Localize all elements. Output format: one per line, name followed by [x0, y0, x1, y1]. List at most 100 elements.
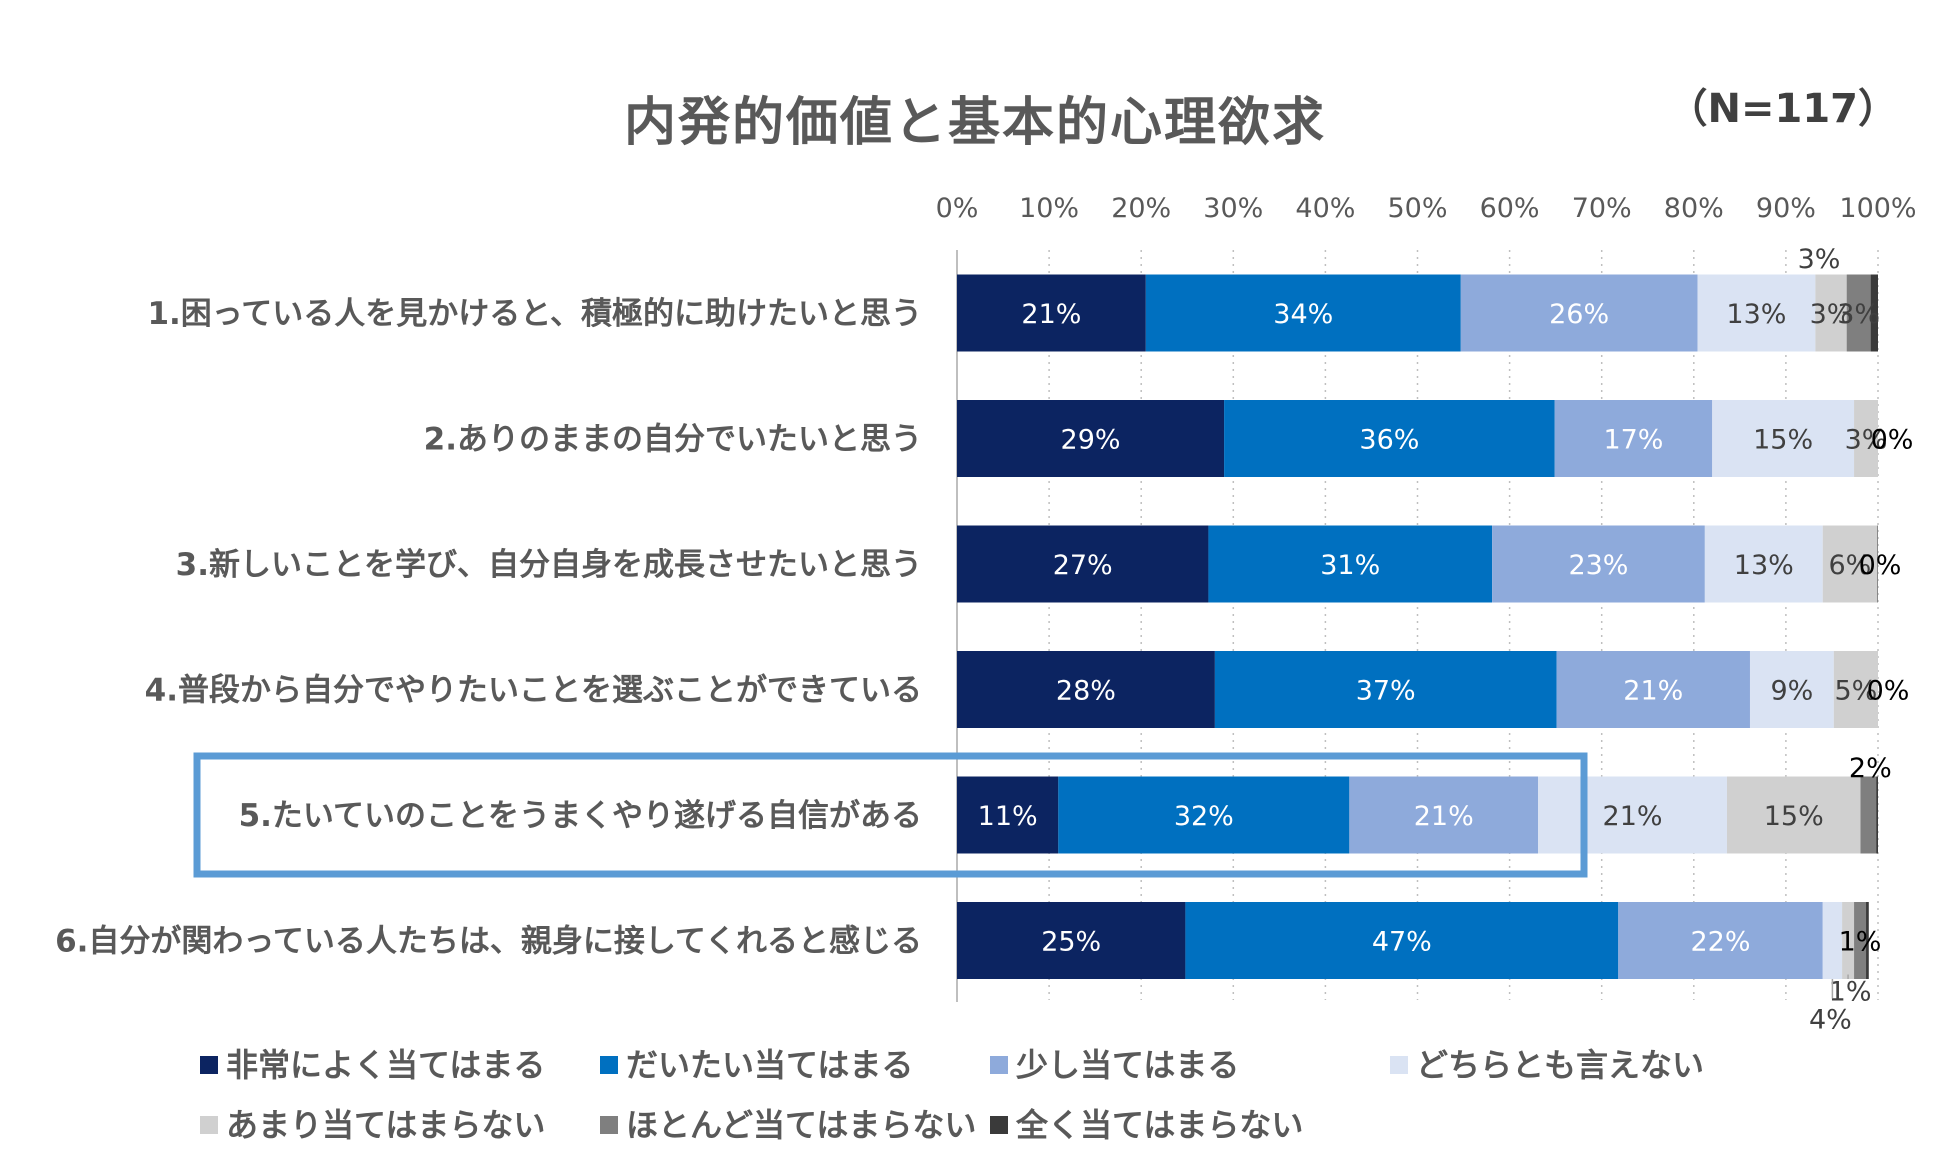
legend-label: だいたい当てはまる: [626, 1046, 914, 1084]
data-label: 22%: [1691, 927, 1751, 958]
legend-swatch: [200, 1056, 218, 1074]
bar-segment: [957, 902, 1186, 979]
bar-segment: [1846, 274, 1871, 352]
data-label: 23%: [1568, 550, 1628, 581]
bar-segment: [1554, 400, 1713, 477]
data-label: 2%: [1849, 753, 1892, 784]
x-tick-label: 50%: [1387, 193, 1447, 224]
data-label: 36%: [1359, 425, 1419, 456]
bar-segment: [1697, 274, 1816, 352]
bar-segment: [1842, 902, 1855, 979]
data-label: 29%: [1061, 425, 1121, 456]
data-label: 4%: [1809, 1005, 1852, 1036]
x-tick-label: 60%: [1480, 193, 1540, 224]
bar-segment: [1854, 902, 1867, 979]
bar-segment: [1704, 525, 1823, 603]
bar-segment: [1208, 525, 1493, 603]
bar-segment: [957, 400, 1225, 477]
data-label: 21%: [1414, 801, 1474, 832]
bar-segment: [957, 525, 1209, 603]
data-label: 31%: [1320, 550, 1380, 581]
bar-segment: [1749, 651, 1834, 728]
x-tick-label: 100%: [1839, 193, 1916, 224]
bar-segment: [1870, 274, 1878, 352]
category-label: 6.自分が関わっている人たちは、親身に接してくれると感じる: [55, 924, 922, 960]
data-labels: 21% 34% 26% 13% 3%3%29% 36% 17% 15% 3%0%27% 31% 23…: [978, 244, 1914, 1036]
data-label: 3%: [1837, 299, 1880, 330]
legend-label: 非常によく当てはまる: [226, 1046, 546, 1084]
category-label: 3.新しいことを学び、自分自身を成長させたいと思う: [176, 547, 922, 583]
x-tick-label: 70%: [1572, 193, 1632, 224]
bar-segment: [1556, 651, 1750, 728]
data-label: 0%: [1871, 425, 1914, 456]
x-tick-label: 80%: [1664, 193, 1724, 224]
bar-segment: [1860, 776, 1877, 854]
category-label: 5.たいていのことをうまくやり遂げる自信がある: [239, 798, 922, 834]
x-axis-ticks: 0% 10% 20% 30% 40% 50% 60% 70% 80% 90% 100%: [936, 193, 1917, 224]
data-label: 27%: [1053, 550, 1113, 581]
data-label: 0%: [1867, 676, 1910, 707]
x-tick-label: 0%: [936, 193, 979, 224]
bar-segment: [1877, 525, 1878, 603]
legend-item: 非常によく当てはまる: [200, 1040, 545, 1086]
legend-item: 少し当てはまる: [990, 1040, 1239, 1086]
data-label: 6%: [1828, 550, 1871, 581]
legend-item: どちらとも言えない: [1390, 1040, 1704, 1086]
bars: [957, 274, 1878, 979]
bar-segment: [957, 776, 1059, 854]
bar-segment: [1224, 400, 1555, 477]
category-label: 1.困っている人を見かけると、積極的に助けたいと思う: [147, 296, 922, 332]
data-label: 26%: [1549, 299, 1609, 330]
bar-segment: [1349, 776, 1539, 854]
bar-segment: [1618, 902, 1823, 979]
legend-item: だいたい当てはまる: [600, 1040, 913, 1086]
bar-segment: [1185, 902, 1619, 979]
bar-segment: [1726, 776, 1861, 854]
data-label: 21%: [1021, 299, 1081, 330]
x-tick-label: 90%: [1756, 193, 1816, 224]
chart-title: 内発的価値と基本的心理欲求: [623, 93, 1326, 153]
x-tick-label: 30%: [1203, 193, 1263, 224]
bar-segment: [1712, 400, 1855, 477]
sample-size-label: （N=117）: [1667, 86, 1899, 132]
bar-segment: [1833, 651, 1878, 728]
legend-swatch: [1390, 1056, 1408, 1074]
bar-segment: [957, 274, 1146, 352]
highlight-box: [193, 752, 1588, 878]
data-label: 17%: [1603, 425, 1663, 456]
legend-swatch: [200, 1116, 218, 1134]
bar-segment: [1145, 274, 1461, 352]
legend-item: あまり当てはまらない: [200, 1100, 545, 1146]
data-label: 13%: [1734, 550, 1794, 581]
data-label: 34%: [1273, 299, 1333, 330]
x-tick-label: 10%: [1019, 193, 1079, 224]
data-label: 25%: [1041, 927, 1101, 958]
bar-segment: [1822, 525, 1878, 603]
data-label: 37%: [1356, 676, 1416, 707]
bar-segment: [1460, 274, 1698, 352]
bar-segment: [1492, 525, 1705, 603]
legend-label: あまり当てはまらない: [226, 1106, 546, 1144]
data-label: 32%: [1174, 801, 1234, 832]
bar-segment: [1854, 400, 1878, 477]
bar-segment: [1214, 651, 1557, 728]
bar-segment: [1876, 776, 1878, 854]
legend-swatch: [990, 1056, 1008, 1074]
data-label: 3%: [1798, 244, 1841, 275]
data-label: 11%: [978, 801, 1038, 832]
data-label: 1%: [1839, 927, 1882, 958]
x-tick-label: 40%: [1295, 193, 1355, 224]
data-label: 47%: [1372, 927, 1432, 958]
bar-segment: [1538, 776, 1727, 854]
data-label: 21%: [1623, 676, 1683, 707]
legend-label: ほとんど当てはまらない: [626, 1106, 977, 1144]
data-label: 28%: [1056, 676, 1116, 707]
data-label: 3%: [1810, 299, 1853, 330]
data-label: 15%: [1764, 801, 1824, 832]
gridlines: [956, 250, 1879, 1002]
legend-item: 全く当てはまらない: [990, 1100, 1303, 1146]
bar-segment: [1815, 274, 1847, 352]
legend-label: 全く当てはまらない: [1016, 1106, 1304, 1144]
category-labels: 1.困っている人を見かけると、積極的に助けたいと思う 2.ありのままの自分でいたい…: [55, 296, 922, 960]
